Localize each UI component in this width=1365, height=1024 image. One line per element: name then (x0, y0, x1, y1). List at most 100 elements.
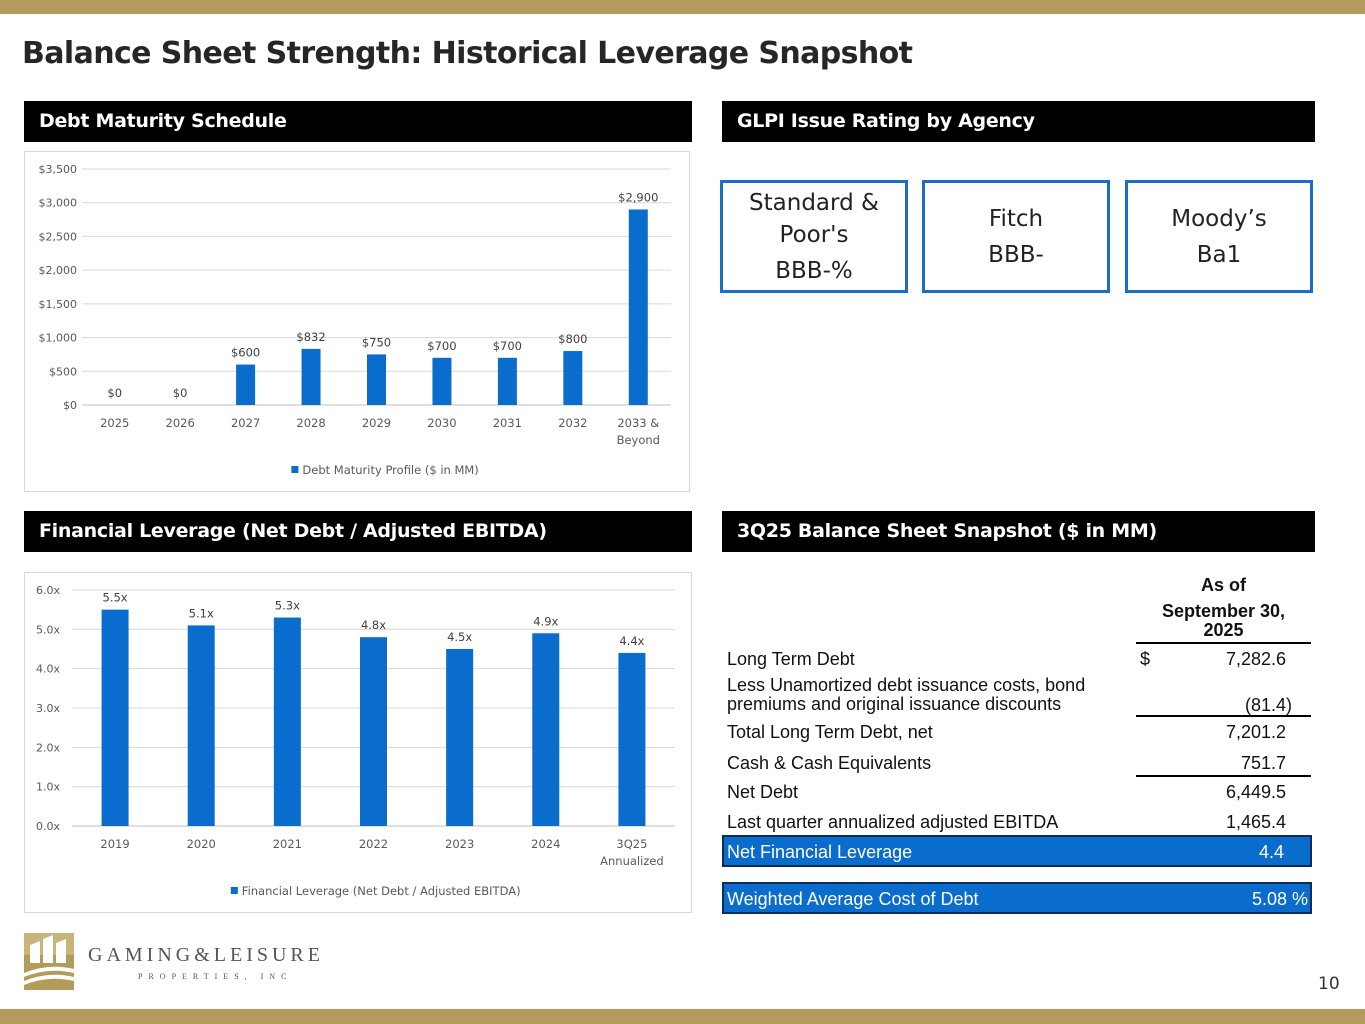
legend-swatch (291, 466, 299, 473)
data-label: 5.1x (189, 606, 214, 620)
rating-agency: Moody’s (1171, 205, 1267, 232)
x-tick-label: 2024 (531, 837, 560, 851)
data-label: $700 (493, 339, 522, 353)
legend-swatch (230, 887, 238, 894)
x-tick-label: Beyond (617, 433, 660, 447)
debt-maturity-chart-panel: $0 $500 $1,000 $1,500 $2,000 $2,500 $3,000 $3,5… (24, 151, 690, 492)
y-tick-label: $0 (63, 399, 77, 412)
y-tick-label: $3,500 (39, 163, 78, 176)
data-label: $750 (362, 335, 391, 349)
row-label: Net Debt (727, 782, 799, 802)
table-rule (1136, 775, 1311, 777)
table-header-date: September 30, (1161, 601, 1286, 621)
x-tick-label: 2023 (445, 837, 474, 851)
bar (301, 348, 321, 405)
bar (497, 357, 517, 405)
row-label: Total Long Term Debt, net (727, 722, 933, 742)
row-value: 751.7 (1240, 753, 1286, 773)
y-tick-label: 3.0x (36, 702, 60, 715)
data-label: $0 (173, 386, 188, 400)
x-tick-label: 2032 (558, 416, 587, 430)
data-label: 4.8x (361, 618, 386, 632)
data-label: 5.5x (103, 591, 128, 605)
row-value: 1,465.4 (1225, 812, 1286, 832)
bar (101, 609, 129, 826)
bar (236, 364, 256, 405)
x-tick-label: 2031 (493, 416, 522, 430)
y-tick-label: $3,000 (39, 197, 78, 210)
x-tick-label: 2028 (296, 416, 325, 430)
x-tick-label: 2027 (231, 416, 260, 430)
x-tick-label: 2025 (100, 416, 129, 430)
rating-box-sp: Standard & Poor's BBB-% (720, 180, 908, 293)
data-label: 4.4x (619, 634, 644, 648)
x-tick-label: 2021 (273, 837, 302, 851)
section-header-leverage: Financial Leverage (Net Debt / Adjusted … (24, 511, 692, 552)
leverage-chart-panel: 0.0x 1.0x 2.0x 3.0x 4.0x 5.0x 6.0x 5.5x 2019 5.1x… (24, 572, 692, 913)
y-tick-label: 6.0x (36, 584, 60, 597)
row-value: 6,449.5 (1225, 782, 1286, 802)
bar (360, 637, 387, 826)
data-label: 5.3x (275, 599, 300, 613)
x-tick-label: 2022 (359, 837, 388, 851)
y-tick-label: $1,500 (39, 298, 78, 311)
row-currency: $ (1140, 649, 1151, 669)
data-label: $700 (427, 339, 456, 353)
leverage-chart: 0.0x 1.0x 2.0x 3.0x 4.0x 5.0x 6.0x 5.5x 2019 5.1x… (36, 584, 675, 898)
y-tick-label: $500 (49, 365, 77, 378)
bar (367, 354, 386, 405)
row-label: Long Term Debt (727, 649, 855, 669)
row-value: 5.08 % (1251, 889, 1308, 909)
debt-maturity-chart: $0 $500 $1,000 $1,500 $2,000 $2,500 $3,000 $3,5… (39, 163, 671, 477)
x-tick-label: 2029 (362, 416, 391, 430)
bottom-gold-bar (0, 1009, 1365, 1024)
top-gold-bar (0, 0, 1365, 14)
row-label: Weighted Average Cost of Debt (727, 889, 979, 909)
row-label: Less Unamortized debt issuance costs, bo… (727, 675, 1086, 695)
y-tick-label: 1.0x (36, 781, 60, 794)
data-label: 4.9x (533, 614, 558, 628)
x-tick-label: 2019 (100, 837, 129, 851)
y-tick-label: 0.0x (36, 820, 60, 833)
table-rule (1136, 642, 1311, 644)
data-label: $600 (231, 346, 260, 360)
page-number: 10 (1318, 974, 1340, 994)
row-value: 7,201.2 (1225, 722, 1286, 742)
row-label-cont: premiums and original issuance discounts (727, 694, 1062, 714)
bar (628, 209, 648, 405)
page-title: Balance Sheet Strength: Historical Lever… (22, 36, 913, 71)
company-logo-icon (24, 933, 74, 990)
rating-grade: Ba1 (1196, 241, 1242, 268)
rating-grade: BBB- (988, 241, 1044, 268)
rating-box-fitch: Fitch BBB- (922, 180, 1110, 293)
section-header-ratings: GLPI Issue Rating by Agency (722, 101, 1315, 142)
row-label: Net Financial Leverage (727, 842, 913, 862)
section-header-debt-maturity: Debt Maturity Schedule (24, 101, 692, 142)
bar (532, 633, 560, 826)
row-value: 7,282.6 (1225, 649, 1286, 669)
table-header-year: 2025 (1203, 620, 1244, 640)
bar (563, 351, 583, 405)
rating-grade: BBB-% (775, 257, 853, 284)
bar (432, 357, 452, 405)
data-label: $800 (558, 332, 587, 346)
x-tick-label: 2020 (187, 837, 216, 851)
bar (618, 652, 646, 826)
company-logo-sub: PROPERTIES, INC (138, 972, 293, 981)
bar (187, 625, 215, 826)
y-tick-label: $2,500 (39, 230, 78, 243)
company-logo-name: GAMING&LEISURE (88, 944, 324, 966)
x-tick-label: 2026 (166, 416, 195, 430)
y-tick-label: $2,000 (39, 264, 78, 277)
row-label: Cash & Cash Equivalents (727, 753, 932, 773)
x-tick-label: 2033 & (617, 416, 659, 430)
data-label: $832 (296, 330, 325, 344)
rating-agency: Fitch (988, 205, 1044, 232)
y-tick-label: $1,000 (39, 332, 78, 345)
bar (273, 617, 301, 826)
y-tick-label: 2.0x (36, 741, 60, 754)
rating-agency: Standard & Poor's (749, 189, 879, 248)
legend-label: Debt Maturity Profile ($ in MM) (302, 463, 478, 477)
y-tick-label: 5.0x (36, 623, 60, 636)
section-header-balance-sheet: 3Q25 Balance Sheet Snapshot ($ in MM) (722, 511, 1315, 552)
